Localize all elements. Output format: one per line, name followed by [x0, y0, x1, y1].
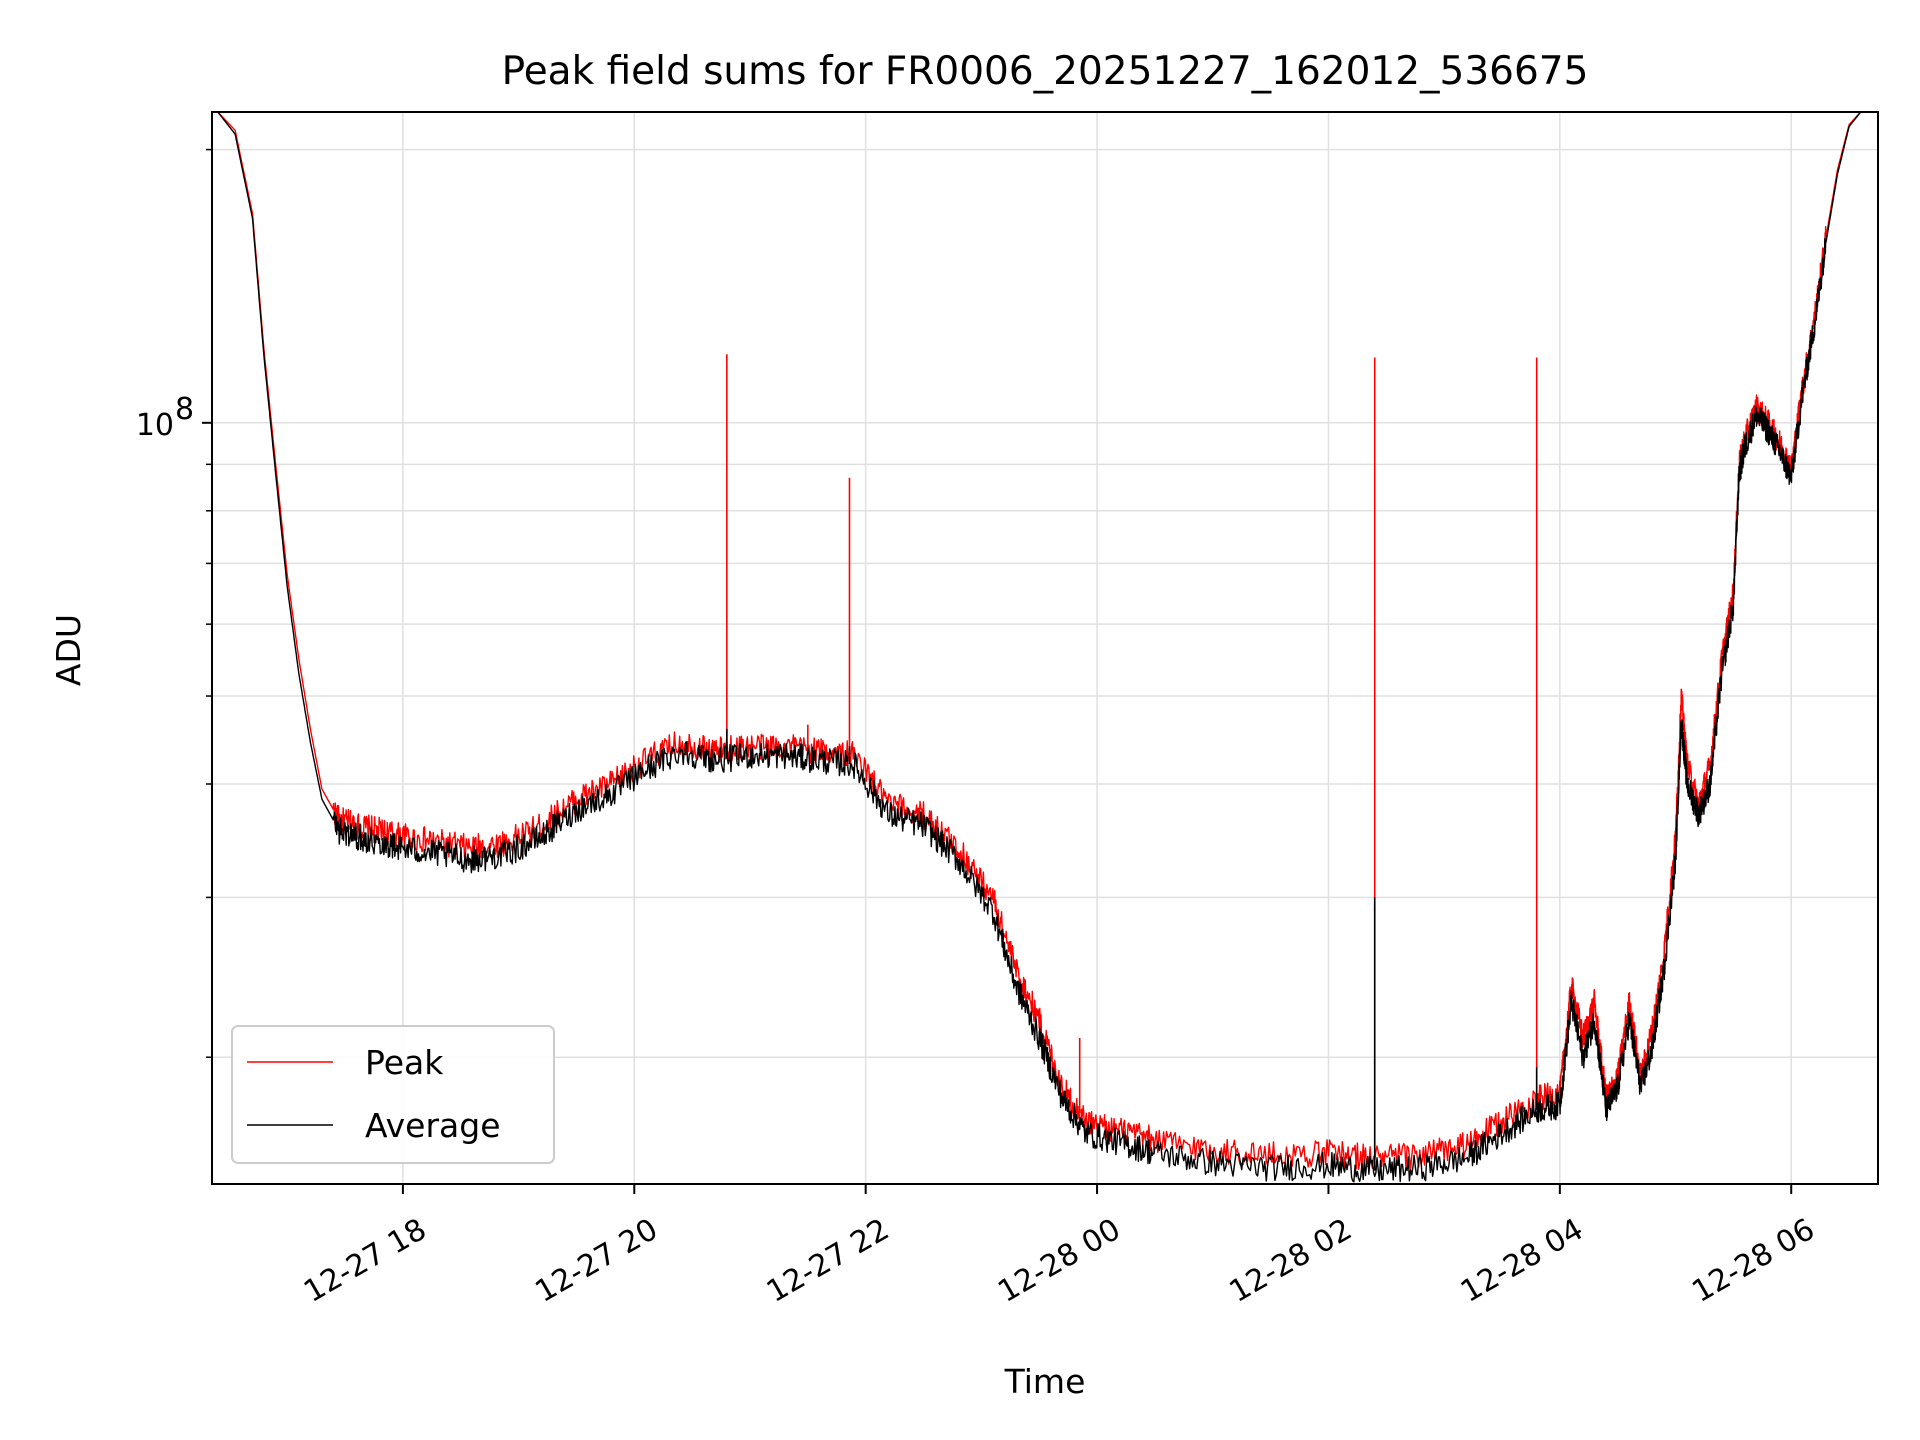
- legend-average-label: Average: [365, 1106, 501, 1145]
- legend-peak-label: Peak: [365, 1043, 444, 1082]
- y-tick-label-exponent: 8: [175, 392, 194, 427]
- grid: [212, 112, 1878, 1184]
- legend: Peak Average: [231, 1025, 555, 1164]
- plot-frame: [211, 111, 1879, 1185]
- chart-title: Peak field sums for FR0006_20251227_1620…: [502, 49, 1589, 94]
- y-tick-label: 10: [136, 408, 174, 443]
- series-line-average: [217, 111, 1873, 1183]
- x-axis-label: Time: [1004, 1362, 1086, 1401]
- legend-box: [231, 1025, 555, 1164]
- y-axis-label: ADU: [49, 614, 88, 686]
- plot-lines: [217, 111, 1873, 1183]
